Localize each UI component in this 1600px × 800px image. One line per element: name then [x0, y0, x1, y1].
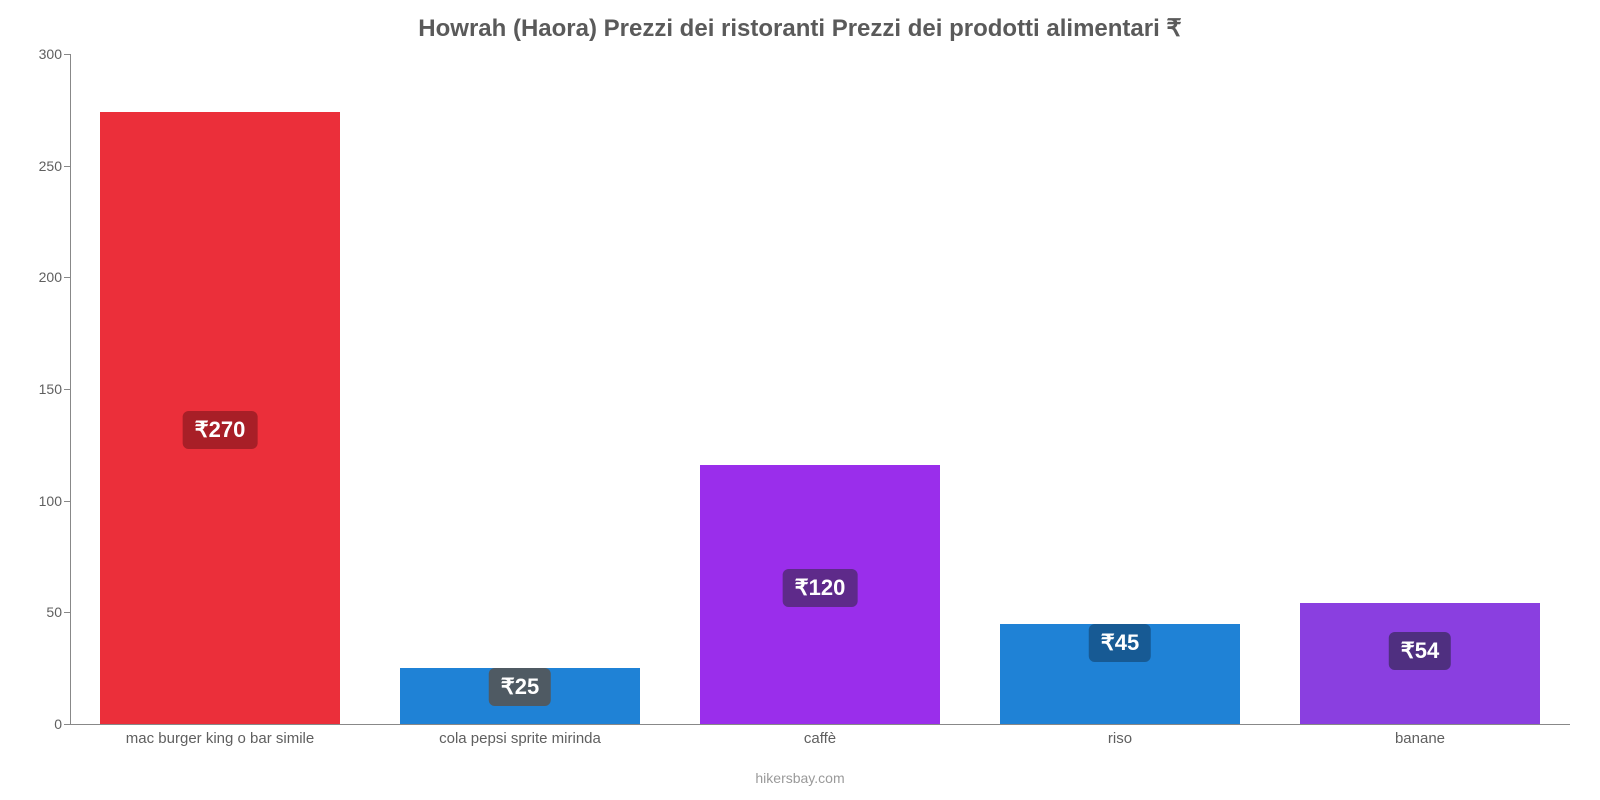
value-badge: ₹25: [489, 668, 551, 706]
value-badge: ₹45: [1089, 624, 1151, 662]
value-badge: ₹120: [783, 569, 858, 607]
x-axis-line: [70, 724, 1570, 725]
y-tick-label: 200: [39, 269, 62, 285]
chart-source: hikersbay.com: [0, 770, 1600, 786]
y-tick-label: 300: [39, 46, 62, 62]
plot-area: ₹270 ₹25 ₹120 ₹45 ₹54: [70, 54, 1570, 724]
bar-group: ₹45: [1000, 54, 1240, 724]
y-tick-label: 50: [46, 604, 62, 620]
x-axis-label: cola pepsi sprite mirinda: [439, 730, 601, 747]
bar-group: ₹120: [700, 54, 940, 724]
value-badge: ₹54: [1389, 632, 1451, 670]
y-tick-label: 0: [54, 716, 62, 732]
bars-layer: ₹270 ₹25 ₹120 ₹45 ₹54: [70, 54, 1570, 724]
bar-group: ₹270: [100, 54, 340, 724]
chart-title: Howrah (Haora) Prezzi dei ristoranti Pre…: [0, 0, 1600, 43]
y-tick-label: 150: [39, 381, 62, 397]
y-tick-label: 100: [39, 493, 62, 509]
value-badge: ₹270: [183, 411, 258, 449]
x-axis-label: caffè: [804, 730, 836, 747]
x-axis-label: mac burger king o bar simile: [126, 730, 314, 747]
x-axis-label: banane: [1395, 730, 1445, 747]
bar-group: ₹25: [400, 54, 640, 724]
y-axis: 050100150200250300: [0, 54, 70, 724]
y-tick-label: 250: [39, 158, 62, 174]
x-axis-labels: mac burger king o bar simile cola pepsi s…: [70, 730, 1570, 770]
bar-group: ₹54: [1300, 54, 1540, 724]
x-axis-label: riso: [1108, 730, 1132, 747]
